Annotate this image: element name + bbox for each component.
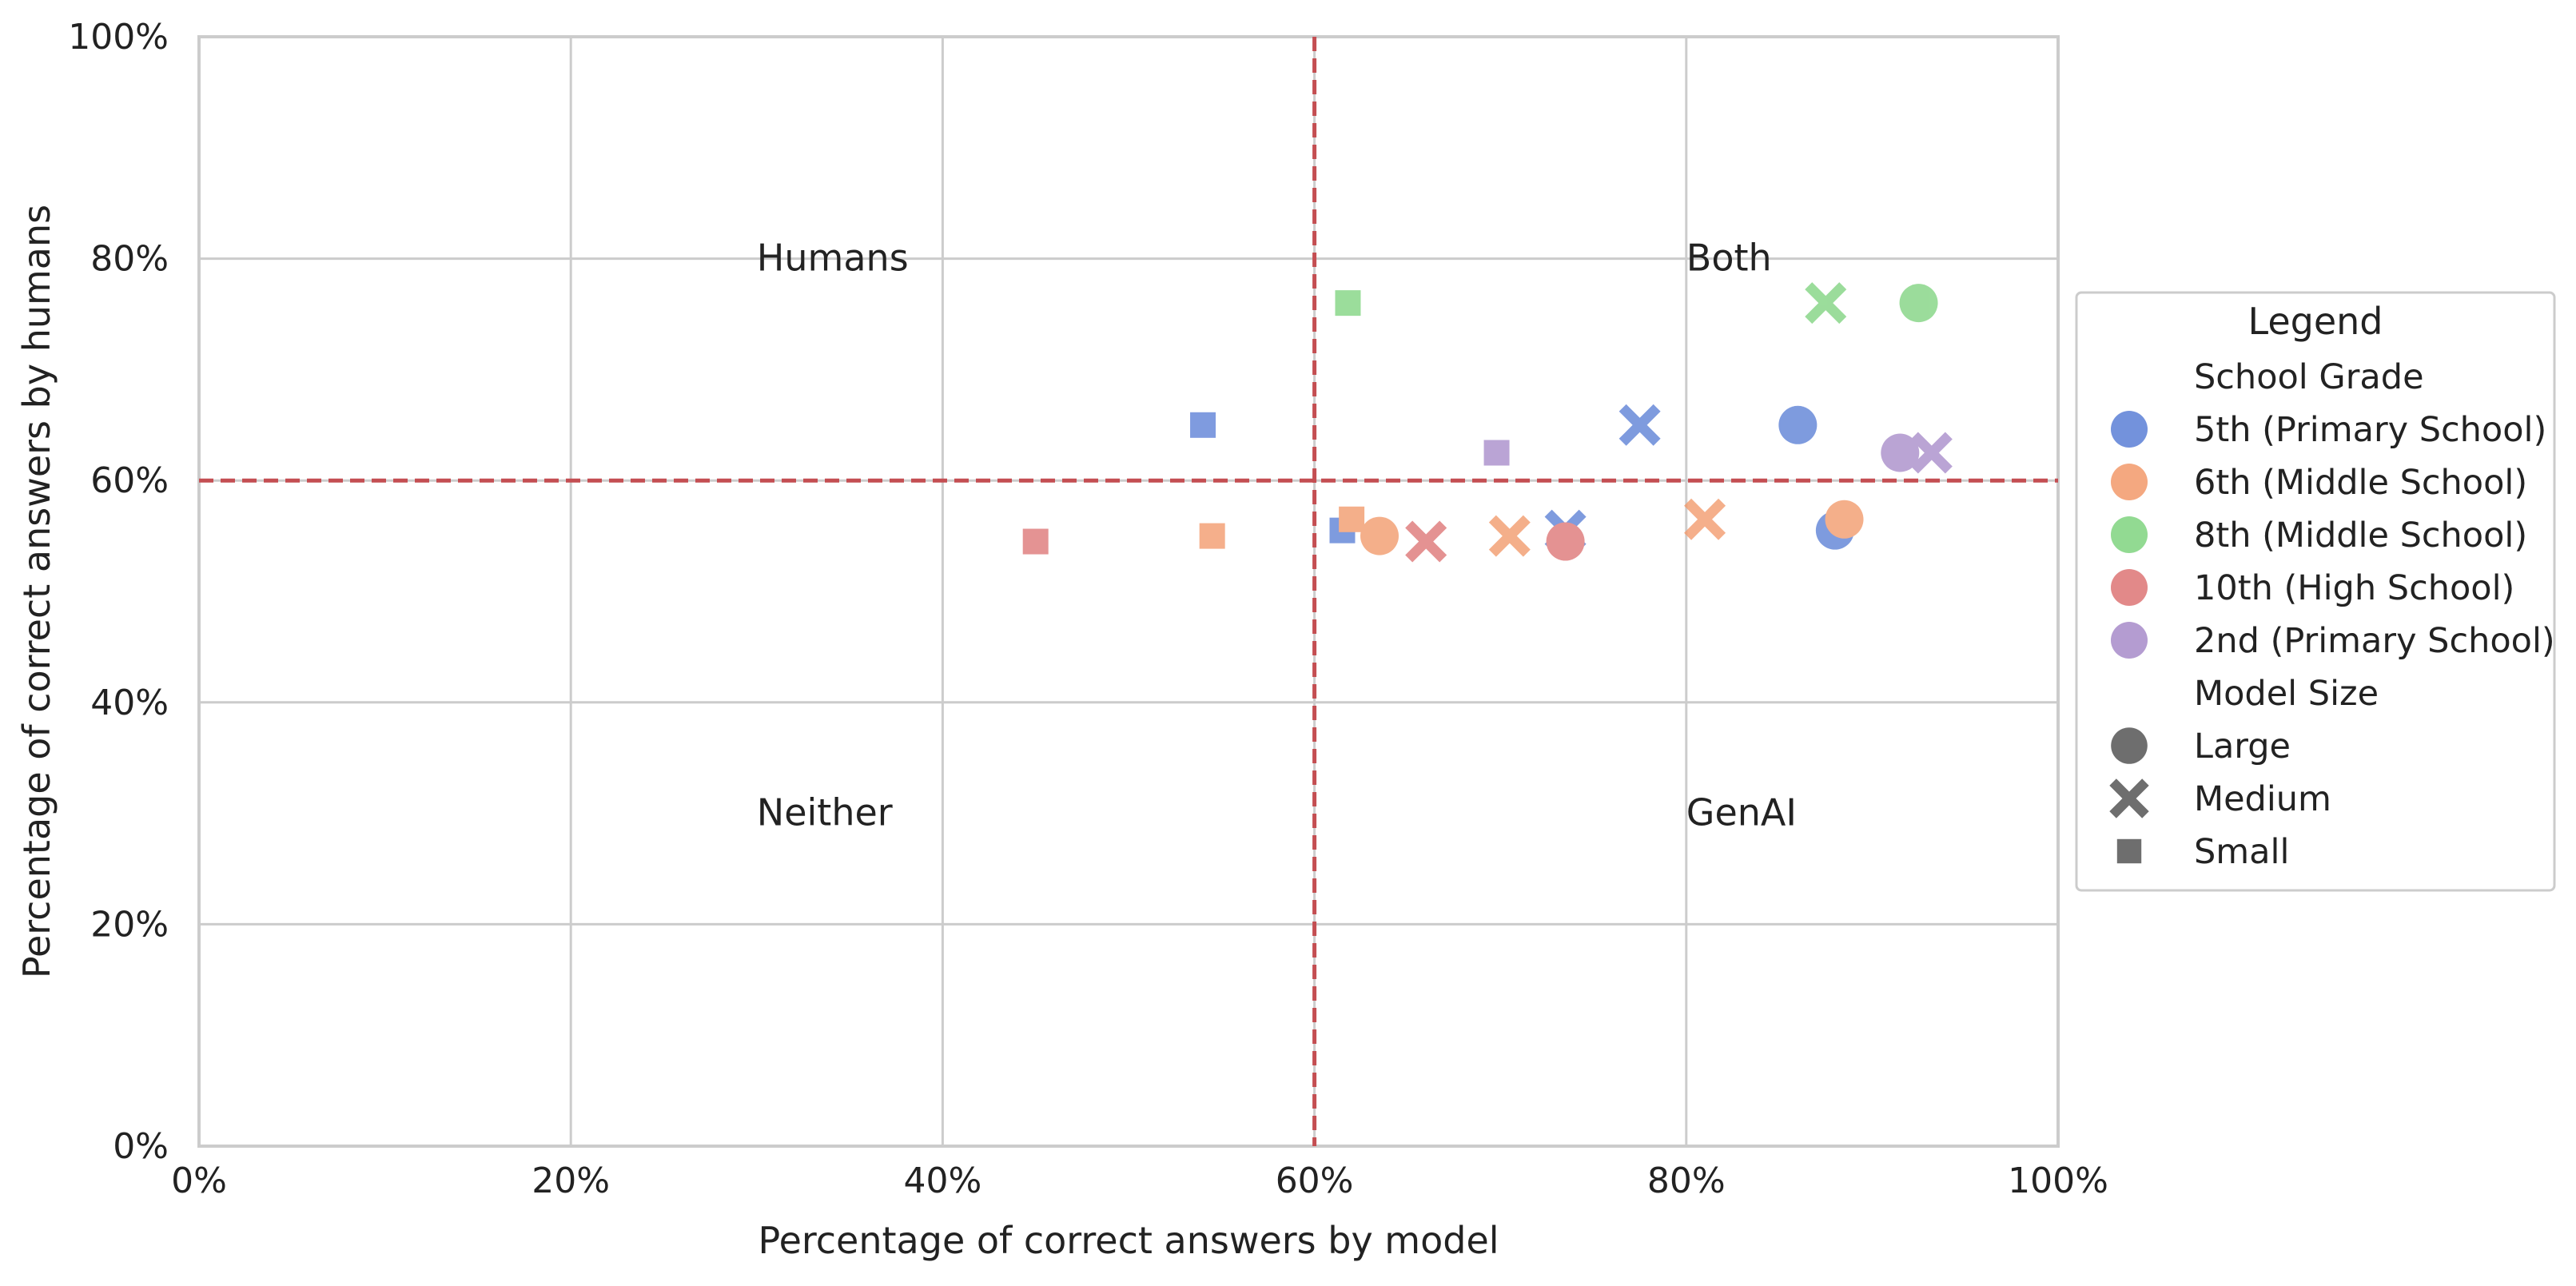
legend-marker-medium bbox=[2109, 778, 2149, 818]
grid-lines bbox=[197, 35, 2060, 1148]
quadrant-label-genai: GenAI bbox=[1686, 791, 1797, 834]
point-10th-high-school-medium bbox=[1405, 520, 1447, 563]
legend: Legend School Grade 5th (Primary School) 6… bbox=[2075, 291, 2556, 892]
legend-label-10th-high-school: 10th (High School) bbox=[2194, 568, 2514, 608]
y-tick-label: 0% bbox=[113, 1126, 169, 1167]
x-tick-label: 60% bbox=[1276, 1161, 1354, 1201]
y-tick-label: 60% bbox=[90, 460, 169, 501]
legend-marker-2nd-primary-school bbox=[2111, 622, 2148, 659]
y-tick-label: 100% bbox=[68, 17, 169, 58]
point-8th-middle-school-small bbox=[1335, 290, 1361, 317]
legend-box bbox=[2075, 291, 2556, 892]
point-2nd-primary-school-small bbox=[1483, 440, 1510, 466]
legend-marker-10th-high-school bbox=[2111, 569, 2148, 606]
point-10th-high-school-large bbox=[1546, 522, 1585, 561]
point-5th-primary-school-large bbox=[1778, 405, 1818, 444]
legend-label-medium: Medium bbox=[2194, 779, 2331, 819]
point-6th-middle-school-medium bbox=[1488, 515, 1531, 557]
y-axis-title: Percentage of correct answers by humans bbox=[15, 205, 58, 978]
point-6th-middle-school-large bbox=[1825, 500, 1864, 539]
y-tick-label: 20% bbox=[90, 904, 169, 945]
y-tick-label: 80% bbox=[90, 239, 169, 280]
quadrant-labels: Humans Both Neither GenAI bbox=[757, 237, 1797, 834]
x-tick-label: 0% bbox=[171, 1161, 227, 1201]
y-tick-labels: 0% 20% 40% 60% 80% 100% bbox=[68, 17, 169, 1167]
x-tick-label: 100% bbox=[2008, 1161, 2108, 1201]
legend-marker-large bbox=[2111, 727, 2148, 764]
legend-label-5th-primary-school: 5th (Primary School) bbox=[2194, 410, 2546, 450]
legend-label-large: Large bbox=[2194, 727, 2291, 766]
x-axis-title: Percentage of correct answers by model bbox=[758, 1219, 1499, 1262]
point-6th-middle-school-small bbox=[1339, 506, 1365, 532]
legend-title: Legend bbox=[2248, 300, 2383, 343]
x-tick-labels: 0% 20% 40% 60% 80% 100% bbox=[171, 1161, 2108, 1201]
x-tick-label: 40% bbox=[904, 1161, 982, 1201]
data-points bbox=[1022, 282, 1953, 563]
point-10th-high-school-small bbox=[1022, 528, 1049, 555]
threshold-lines bbox=[199, 37, 2058, 1146]
legend-subtitle-model-size: Model Size bbox=[2194, 674, 2379, 714]
quadrant-label-humans: Humans bbox=[757, 237, 909, 280]
point-6th-middle-school-large bbox=[1360, 516, 1399, 555]
point-2nd-primary-school-medium bbox=[1910, 432, 1953, 474]
legend-subtitle-school-grade: School Grade bbox=[2194, 357, 2424, 397]
legend-label-6th-middle-school: 6th (Middle School) bbox=[2194, 463, 2527, 503]
legend-marker-6th-middle-school bbox=[2111, 464, 2148, 500]
point-5th-primary-school-small bbox=[1190, 412, 1216, 438]
y-tick-label: 40% bbox=[90, 683, 169, 723]
legend-label-2nd-primary-school: 2nd (Primary School) bbox=[2194, 621, 2555, 661]
point-2nd-primary-school-large bbox=[1881, 433, 1920, 472]
point-5th-primary-school-medium bbox=[1618, 404, 1661, 446]
x-tick-label: 20% bbox=[532, 1161, 610, 1201]
quadrant-label-both: Both bbox=[1686, 237, 1772, 280]
point-6th-middle-school-small bbox=[1199, 523, 1225, 549]
legend-entries: School Grade 5th (Primary School) 6th (Mid… bbox=[2109, 357, 2555, 872]
quadrant-label-neither: Neither bbox=[757, 791, 893, 834]
legend-label-8th-middle-school: 8th (Middle School) bbox=[2194, 516, 2527, 555]
legend-marker-8th-middle-school bbox=[2111, 516, 2148, 553]
legend-label-small: Small bbox=[2194, 832, 2289, 872]
plot-frame bbox=[197, 35, 2060, 1148]
legend-marker-5th-primary-school bbox=[2111, 411, 2148, 448]
point-6th-middle-school-medium bbox=[1684, 498, 1726, 540]
x-tick-label: 80% bbox=[1647, 1161, 1726, 1201]
point-8th-middle-school-large bbox=[1899, 284, 1938, 323]
point-8th-middle-school-medium bbox=[1805, 282, 1847, 324]
legend-marker-small bbox=[2116, 838, 2142, 864]
